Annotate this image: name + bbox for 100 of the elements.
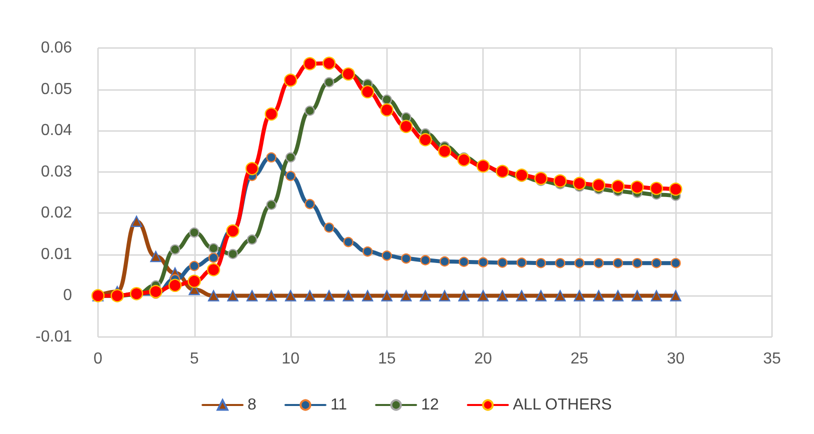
point bbox=[285, 170, 296, 182]
x-tick-label: 20 bbox=[474, 350, 492, 368]
point bbox=[266, 290, 277, 302]
x-tick-label: 35 bbox=[763, 350, 781, 368]
x-tick-label: 25 bbox=[570, 350, 588, 368]
point bbox=[188, 274, 201, 288]
point bbox=[264, 107, 278, 121]
point bbox=[555, 258, 566, 268]
point bbox=[303, 57, 316, 70]
point bbox=[670, 290, 682, 302]
point bbox=[304, 198, 315, 210]
point bbox=[497, 258, 508, 268]
point bbox=[246, 234, 258, 245]
point bbox=[304, 290, 316, 302]
point bbox=[342, 290, 354, 302]
point bbox=[206, 263, 220, 276]
y-tick-label: 0.02 bbox=[40, 204, 72, 222]
point bbox=[496, 164, 509, 178]
point bbox=[669, 182, 682, 196]
point bbox=[593, 290, 604, 302]
point bbox=[420, 255, 430, 266]
point bbox=[266, 152, 276, 163]
point bbox=[226, 224, 240, 238]
point bbox=[284, 74, 298, 87]
point bbox=[380, 103, 394, 117]
point bbox=[150, 250, 162, 262]
point bbox=[400, 290, 412, 302]
point bbox=[245, 162, 259, 176]
point bbox=[594, 258, 604, 268]
point bbox=[478, 290, 489, 302]
point bbox=[438, 144, 452, 158]
point bbox=[650, 182, 664, 195]
point bbox=[208, 290, 220, 302]
point bbox=[611, 180, 625, 193]
point bbox=[149, 284, 162, 298]
point bbox=[362, 290, 374, 302]
y-tick-label: -0.01 bbox=[36, 328, 72, 346]
x-tick-label: 30 bbox=[666, 350, 685, 368]
point bbox=[536, 258, 546, 268]
point bbox=[612, 290, 624, 302]
point bbox=[574, 290, 586, 302]
point bbox=[420, 290, 431, 302]
point bbox=[266, 200, 276, 210]
legend-label: 12 bbox=[421, 396, 439, 414]
point bbox=[227, 290, 238, 302]
legend-label: 11 bbox=[330, 396, 348, 414]
point bbox=[632, 258, 642, 268]
point bbox=[400, 120, 413, 134]
y-tick-label: 0.05 bbox=[40, 80, 72, 98]
point bbox=[457, 153, 470, 166]
point bbox=[324, 77, 334, 88]
point bbox=[362, 246, 373, 257]
point bbox=[418, 133, 432, 146]
point bbox=[572, 176, 586, 190]
point bbox=[515, 168, 528, 182]
point bbox=[554, 174, 567, 188]
point bbox=[168, 278, 182, 292]
point bbox=[439, 290, 450, 302]
point bbox=[361, 85, 374, 98]
x-tick-label: 10 bbox=[282, 350, 300, 368]
point bbox=[343, 236, 354, 248]
y-tick-label: 0.03 bbox=[40, 163, 72, 180]
point bbox=[478, 257, 488, 268]
point bbox=[324, 222, 334, 233]
point bbox=[304, 106, 315, 116]
point bbox=[534, 172, 548, 186]
point bbox=[458, 256, 469, 267]
y-tick-label: 0 bbox=[63, 287, 72, 304]
point bbox=[189, 260, 200, 272]
point bbox=[401, 253, 412, 264]
point bbox=[440, 256, 450, 267]
point bbox=[382, 250, 392, 261]
point bbox=[612, 258, 624, 268]
point bbox=[632, 290, 643, 302]
point bbox=[554, 290, 566, 302]
point bbox=[382, 94, 392, 105]
x-tick-label: 5 bbox=[190, 350, 199, 368]
legend-label: 8 bbox=[248, 396, 257, 414]
y-tick-label: 0.04 bbox=[40, 122, 72, 140]
point bbox=[246, 290, 258, 302]
point bbox=[592, 178, 606, 192]
point bbox=[322, 56, 336, 70]
point bbox=[189, 227, 200, 238]
point bbox=[670, 258, 681, 268]
legend-label: ALL OTHERS bbox=[512, 396, 612, 414]
point bbox=[574, 258, 585, 268]
x-tick-label: 0 bbox=[94, 350, 103, 368]
point bbox=[208, 243, 219, 254]
y-tick-label: 0.01 bbox=[40, 246, 72, 263]
y-tick-label: 0.06 bbox=[40, 40, 72, 56]
point bbox=[208, 252, 219, 263]
point bbox=[651, 258, 662, 268]
point bbox=[381, 290, 392, 302]
point bbox=[284, 290, 296, 302]
point bbox=[170, 244, 180, 255]
point bbox=[516, 290, 528, 302]
point bbox=[496, 290, 508, 302]
x-tick-label: 15 bbox=[378, 350, 396, 368]
point bbox=[630, 180, 644, 194]
point bbox=[228, 248, 238, 260]
